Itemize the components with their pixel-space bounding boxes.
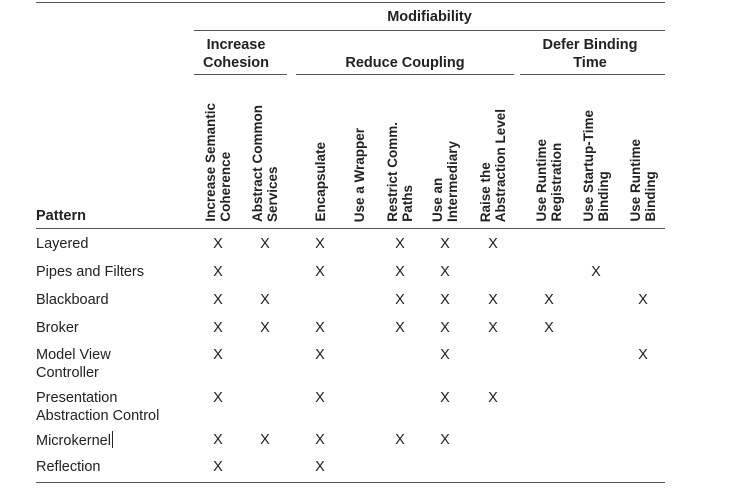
group-header-binding: Defer Binding Time <box>542 37 638 71</box>
row-label: Reflection <box>36 459 101 475</box>
cell-mark: X <box>213 292 223 308</box>
cell-mark: X <box>213 236 223 252</box>
column-header-7: Raise the Abstraction Level <box>478 108 508 222</box>
cell-mark: X <box>315 347 325 363</box>
cell-mark: X <box>213 264 223 280</box>
row-label: Pipes and Filters <box>36 264 144 280</box>
row-label: Layered <box>36 236 89 252</box>
cell-mark: X <box>395 320 405 336</box>
cell-mark: X <box>315 320 325 336</box>
cell-mark: X <box>440 320 450 336</box>
cell-mark: X <box>260 236 270 252</box>
cell-mark: X <box>638 347 648 363</box>
cell-mark: X <box>260 320 270 336</box>
cell-mark: X <box>488 320 498 336</box>
cell-mark: X <box>213 390 223 406</box>
column-header-1: Increase Semantic Coherence <box>203 103 233 222</box>
top-rule <box>36 2 665 3</box>
column-header-4: Use a Wrapper <box>351 127 367 222</box>
cell-mark: X <box>213 347 223 363</box>
column-header-3: Encapsulate <box>312 142 328 222</box>
cell-mark: X <box>395 432 405 448</box>
row-label: Presentation Abstraction Control <box>36 390 160 424</box>
modifiability-rule <box>194 30 665 31</box>
coupling-group-rule <box>296 74 514 75</box>
cell-mark: X <box>213 432 223 448</box>
cell-mark: X <box>395 236 405 252</box>
cell-mark: X <box>395 264 405 280</box>
cell-mark: X <box>213 320 223 336</box>
cell-mark: X <box>488 292 498 308</box>
cell-mark: X <box>591 264 601 280</box>
cell-mark: X <box>315 236 325 252</box>
cell-mark: X <box>488 236 498 252</box>
cell-mark: X <box>544 320 554 336</box>
cell-mark: X <box>638 292 648 308</box>
cell-mark: X <box>544 292 554 308</box>
cell-mark: X <box>315 264 325 280</box>
cell-mark: X <box>395 292 405 308</box>
header-rule <box>36 228 665 229</box>
text-cursor <box>111 431 113 448</box>
column-header-8: Use Runtime Registration <box>534 139 564 222</box>
cell-mark: X <box>260 432 270 448</box>
cell-mark: X <box>488 390 498 406</box>
cell-mark: X <box>440 292 450 308</box>
pattern-column-header: Pattern <box>36 208 86 224</box>
cell-mark: X <box>315 432 325 448</box>
cell-mark: X <box>440 264 450 280</box>
cell-mark: X <box>440 236 450 252</box>
binding-group-rule <box>520 74 665 75</box>
table-title: Modifiability <box>387 9 472 25</box>
cell-mark: X <box>260 292 270 308</box>
cell-mark: X <box>315 390 325 406</box>
cell-mark: X <box>440 347 450 363</box>
cell-mark: X <box>440 390 450 406</box>
column-header-2: Abstract Common Services <box>250 104 280 222</box>
row-label: Microkernel <box>36 431 113 449</box>
group-header-coupling: Reduce Coupling <box>345 55 465 71</box>
column-header-6: Use an Intermediary <box>430 140 460 222</box>
cohesion-group-rule <box>194 74 287 75</box>
row-label: Model View Controller <box>36 347 111 381</box>
column-header-9: Use Startup-Time Binding <box>581 110 611 222</box>
row-label: Broker <box>36 320 79 336</box>
column-header-10: Use Runtime Binding <box>628 139 658 222</box>
row-label: Blackboard <box>36 292 109 308</box>
cell-mark: X <box>440 432 450 448</box>
bottom-rule <box>36 482 665 483</box>
group-header-cohesion: Increase Cohesion <box>202 37 270 71</box>
cell-mark: X <box>315 459 325 475</box>
column-header-5: Restrict Comm. Paths <box>385 122 415 222</box>
cell-mark: X <box>213 459 223 475</box>
